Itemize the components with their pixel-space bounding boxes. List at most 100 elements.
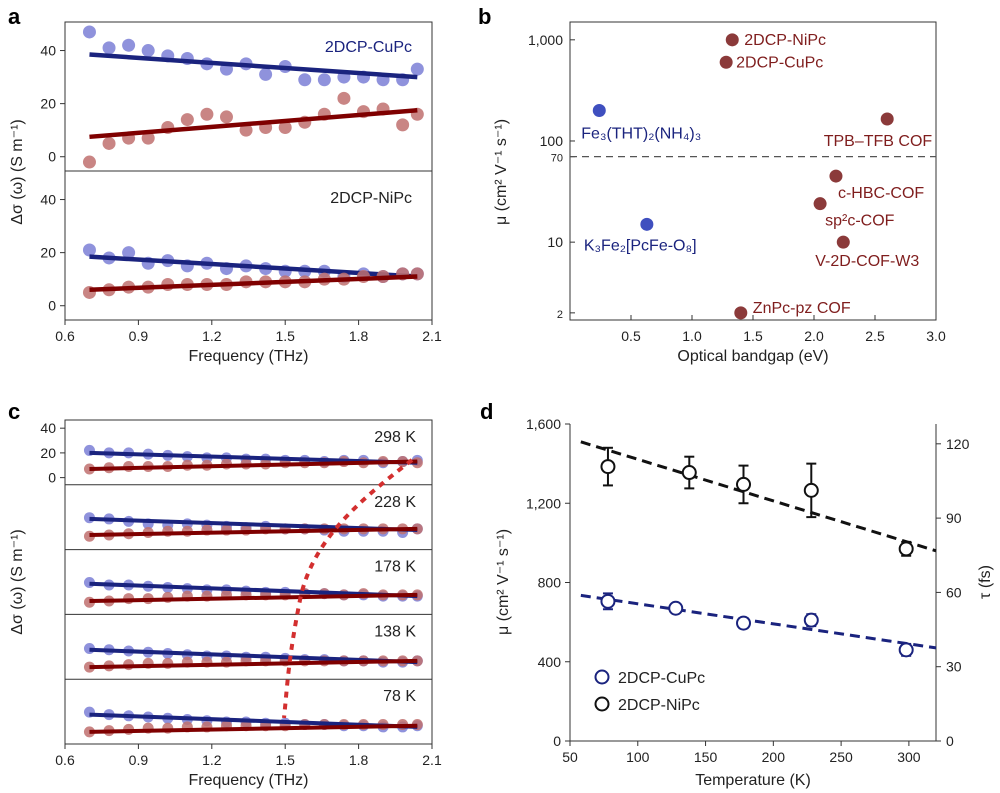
- red-fit-line: [89, 526, 418, 538]
- y-axis-label: Δσ (ω) (S m⁻¹): [9, 119, 26, 224]
- material-point: [592, 104, 606, 118]
- y-tick-label: 0: [553, 733, 561, 749]
- material-label: V-2D-COF-W3: [815, 253, 919, 270]
- x-tick-label: 1.0: [682, 328, 702, 344]
- blue-point: [298, 73, 312, 87]
- red-point: [337, 91, 351, 105]
- y-tick-label: 0: [48, 298, 56, 314]
- x-tick-label: 50: [562, 749, 578, 765]
- y-tick-label: 40: [40, 192, 56, 208]
- material-point: [829, 169, 843, 183]
- x-axis-label: Frequency (THz): [188, 348, 308, 365]
- x-tick-label: 2.0: [804, 328, 824, 344]
- red-point: [180, 113, 194, 127]
- y2-tick-label: 90: [946, 510, 962, 526]
- material-label: c-HBC-COF: [838, 185, 924, 202]
- y2-tick-label: 120: [946, 436, 970, 452]
- panel-label-b: b: [478, 4, 491, 29]
- material-point: [734, 306, 748, 320]
- red-fit-line: [89, 658, 418, 670]
- material-label: ZnPc-pz COF: [753, 300, 851, 317]
- red-point: [396, 118, 410, 132]
- y-tick-label: 2: [557, 309, 563, 321]
- y-tick-label: 0: [48, 470, 56, 486]
- material-point: [836, 235, 850, 249]
- blue-point: [82, 25, 96, 39]
- blue-point: [410, 62, 424, 76]
- y-tick-label: 70: [551, 153, 563, 165]
- material-point: [813, 197, 827, 211]
- temperature-label: 228 K: [374, 494, 416, 511]
- x-axis-label: Temperature (K): [695, 772, 811, 789]
- y-tick-label: 40: [40, 43, 56, 59]
- material-point: [640, 217, 654, 231]
- blue-point: [82, 243, 96, 257]
- material-point: [719, 55, 733, 69]
- y2-tick-label: 0: [946, 733, 954, 749]
- x-tick-label: 1.8: [349, 752, 369, 768]
- x-tick-label: 1.8: [349, 328, 369, 344]
- y-tick-label: 10: [547, 234, 563, 250]
- red-fit-line: [89, 108, 418, 140]
- x-tick-label: 2.1: [422, 752, 442, 768]
- red-point: [82, 155, 96, 169]
- y-tick-label: 20: [40, 96, 56, 112]
- x-axis-label: Frequency (THz): [188, 772, 308, 789]
- y-tick-label: 40: [40, 420, 56, 436]
- blue-point: [141, 44, 155, 58]
- legend-label: 2DCP-NiPc: [618, 697, 700, 714]
- x-tick-label: 0.9: [129, 328, 149, 344]
- x-tick-label: 1.5: [275, 752, 295, 768]
- temperature-label: 178 K: [374, 559, 416, 576]
- panel-label-c: c: [8, 399, 20, 424]
- blue-point: [317, 73, 331, 87]
- temperature-label: 138 K: [374, 623, 416, 640]
- blue-point: [259, 67, 273, 81]
- mobility-point: [600, 459, 616, 475]
- material-point: [725, 33, 739, 47]
- subplot-label-1: 2DCP-NiPc: [330, 190, 412, 207]
- mobility-point: [736, 476, 752, 492]
- x-tick-label: 150: [694, 749, 718, 765]
- y-tick-label: 1,000: [528, 32, 563, 48]
- red-fit-line: [89, 723, 418, 734]
- mobility-point: [898, 642, 914, 658]
- x-tick-label: 2.5: [865, 328, 885, 344]
- x-tick-label: 100: [626, 749, 650, 765]
- panel-label-a: a: [8, 4, 21, 29]
- material-label: 2DCP-CuPc: [736, 54, 823, 71]
- blue-fit-line: [89, 52, 418, 80]
- red-fit-line: [89, 459, 418, 471]
- y-axis-label: Δσ (ω) (S m⁻¹): [9, 529, 26, 634]
- panel-label-d: d: [480, 399, 493, 424]
- material-point: [880, 112, 894, 126]
- temperature-label: 78 K: [383, 688, 416, 705]
- x-tick-label: 0.5: [621, 328, 641, 344]
- blue-point: [122, 38, 136, 52]
- red-point: [219, 110, 233, 124]
- x-tick-label: 1.2: [202, 328, 222, 344]
- x-tick-label: 1.2: [202, 752, 222, 768]
- panel-c-frame: [64, 419, 433, 745]
- legend-marker: [594, 669, 610, 685]
- material-label: TPB–TFB COF: [824, 133, 933, 150]
- red-point: [278, 121, 292, 135]
- red-fit-line: [89, 592, 418, 604]
- blue-point: [122, 246, 136, 260]
- y-tick-label: 100: [540, 133, 564, 149]
- y-tick-label: 0: [48, 149, 56, 165]
- legend-marker: [594, 696, 610, 712]
- y2-axis-label: τ (fs): [977, 565, 994, 599]
- mobility-point: [668, 600, 684, 616]
- red-point: [239, 123, 253, 137]
- x-tick-label: 0.9: [129, 752, 149, 768]
- legend-label: 2DCP-CuPc: [618, 670, 705, 687]
- red-fit-line: [89, 274, 418, 293]
- y2-tick-label: 30: [946, 659, 962, 675]
- red-point: [200, 107, 214, 121]
- y-tick-label: 20: [40, 445, 56, 461]
- material-label: sp²c-COF: [825, 213, 895, 230]
- mobility-point: [681, 465, 697, 481]
- mobility-point: [803, 482, 819, 498]
